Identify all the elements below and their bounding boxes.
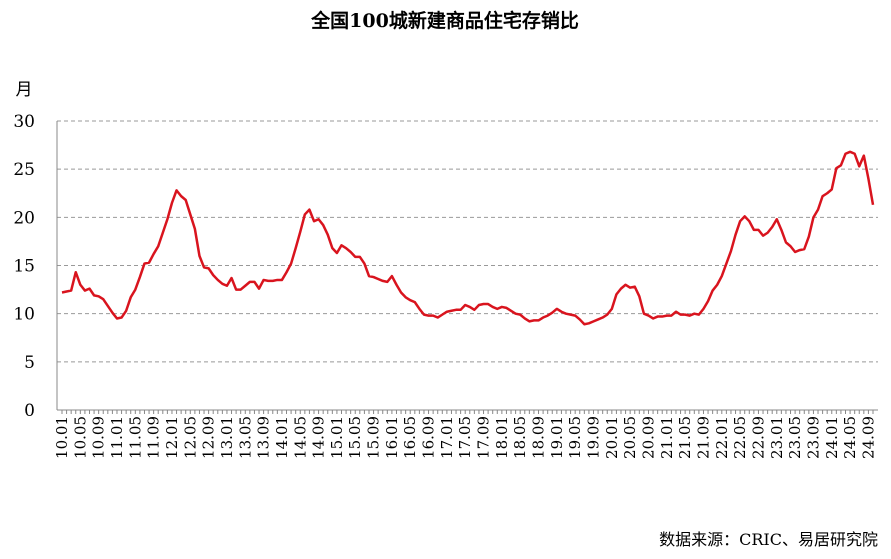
- y-tick-label: 15: [13, 257, 35, 277]
- x-tick-label: 19.09: [585, 416, 603, 459]
- x-tick-label: 18.09: [530, 416, 548, 459]
- x-tick-label: 17.09: [475, 416, 493, 459]
- source-note: 数据来源：CRIC、易居研究院: [659, 530, 878, 549]
- x-tick-label: 24.09: [859, 416, 877, 459]
- x-tick-label: 13.01: [218, 416, 236, 459]
- x-tick-label: 23.09: [804, 416, 822, 459]
- x-tick-label: 11.05: [126, 416, 144, 459]
- x-tick-label: 19.05: [566, 416, 584, 459]
- x-tick-label: 18.01: [493, 416, 511, 459]
- x-tick-label: 15.05: [346, 416, 364, 459]
- y-tick-label: 5: [24, 353, 35, 373]
- x-tick-label: 15.09: [365, 416, 383, 459]
- x-tick-label: 20.09: [639, 416, 657, 459]
- x-tick-label: 17.01: [438, 416, 456, 459]
- x-tick-label: 14.09: [310, 416, 328, 459]
- x-tick-label: 22.09: [749, 416, 767, 459]
- x-tick-label: 16.01: [383, 416, 401, 459]
- x-tick-label: 16.05: [401, 416, 419, 459]
- x-tick-label: 18.05: [511, 416, 529, 459]
- x-tick-label: 16.09: [420, 416, 438, 459]
- x-tick-label: 23.05: [786, 416, 804, 459]
- x-tick-label: 22.05: [731, 416, 749, 459]
- x-tick-label: 24.01: [823, 416, 841, 459]
- x-tick-label: 13.05: [236, 416, 254, 459]
- x-tick-label: 11.09: [145, 416, 163, 459]
- x-tick-label: 12.01: [163, 416, 181, 459]
- y-tick-label: 20: [13, 208, 35, 228]
- x-tick-label: 21.09: [694, 416, 712, 459]
- x-tick-label: 21.01: [658, 416, 676, 459]
- x-tick-label: 20.05: [621, 416, 639, 459]
- x-tick-label: 13.09: [255, 416, 273, 459]
- chart-title: 全国100城新建商品住宅存销比: [310, 9, 579, 32]
- x-tick-label: 24.05: [841, 416, 859, 459]
- y-tick-label: 30: [13, 112, 35, 132]
- x-tick-label: 12.09: [200, 416, 218, 459]
- x-tick-label: 10.09: [90, 416, 108, 459]
- y-tick-label: 25: [13, 160, 35, 180]
- x-tick-label: 21.05: [676, 416, 694, 459]
- x-tick-label: 20.01: [603, 416, 621, 459]
- data-line: [61, 150, 875, 326]
- y-tick-label: 10: [13, 305, 35, 325]
- y-axis-label: 月: [16, 80, 33, 100]
- x-tick-label: 23.01: [768, 416, 786, 459]
- x-tick-label: 10.05: [71, 416, 89, 459]
- x-tick-label: 14.01: [273, 416, 291, 459]
- x-tick-label: 11.01: [108, 416, 126, 459]
- x-tick-label: 12.05: [181, 416, 199, 459]
- x-tick-label: 17.05: [456, 416, 474, 459]
- x-tick-label: 19.01: [548, 416, 566, 459]
- x-tick-label: 14.05: [291, 416, 309, 459]
- x-tick-label: 10.01: [53, 416, 71, 459]
- x-tick-label: 15.01: [328, 416, 346, 459]
- y-tick-label: 0: [24, 401, 35, 421]
- x-tick-label: 22.01: [713, 416, 731, 459]
